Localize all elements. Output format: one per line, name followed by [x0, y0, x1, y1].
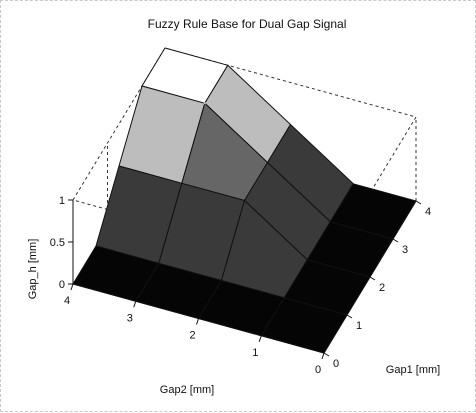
y-tick-mark — [133, 301, 137, 308]
x-axis-label: Gap1 [mm] — [386, 364, 440, 376]
x-tick-label: 1 — [356, 320, 362, 332]
x-tick-label: 0 — [333, 358, 339, 370]
x-tick-mark — [369, 276, 376, 281]
y-tick-label: 0 — [315, 364, 321, 376]
z-axis-label: Gap_h [mm] — [27, 239, 39, 300]
y-tick-label: 2 — [189, 330, 195, 342]
x-tick-label: 4 — [425, 206, 431, 218]
tick-marks: 0 1 2 3 4 0 1 2 3 4 0 0.5 1 — [50, 195, 431, 376]
y-tick-mark — [196, 318, 199, 325]
y-tick-mark — [70, 283, 74, 291]
chart-title: Fuzzy Rule Base for Dual Gap Signal — [148, 17, 347, 31]
y-tick-label: 1 — [252, 347, 258, 359]
x-tick-label: 3 — [402, 244, 408, 256]
y-axis-label: Gap2 [mm] — [160, 384, 214, 396]
x-tick-mark — [323, 352, 330, 357]
z-tick-label: 0.5 — [50, 237, 65, 249]
surface-highlight — [203, 102, 206, 105]
y-tick-label: 3 — [127, 312, 133, 324]
y-tick-label: 4 — [64, 295, 70, 307]
y-tick-mark — [321, 352, 325, 360]
x-tick-label: 2 — [379, 282, 385, 294]
z-tick-label: 0 — [59, 279, 65, 291]
surface-mesh — [72, 47, 417, 354]
x-tick-mark — [346, 314, 353, 319]
z-tick-label: 1 — [59, 195, 65, 207]
x-tick-mark — [392, 238, 399, 243]
y-tick-mark — [258, 335, 262, 342]
x-tick-mark — [415, 200, 422, 205]
